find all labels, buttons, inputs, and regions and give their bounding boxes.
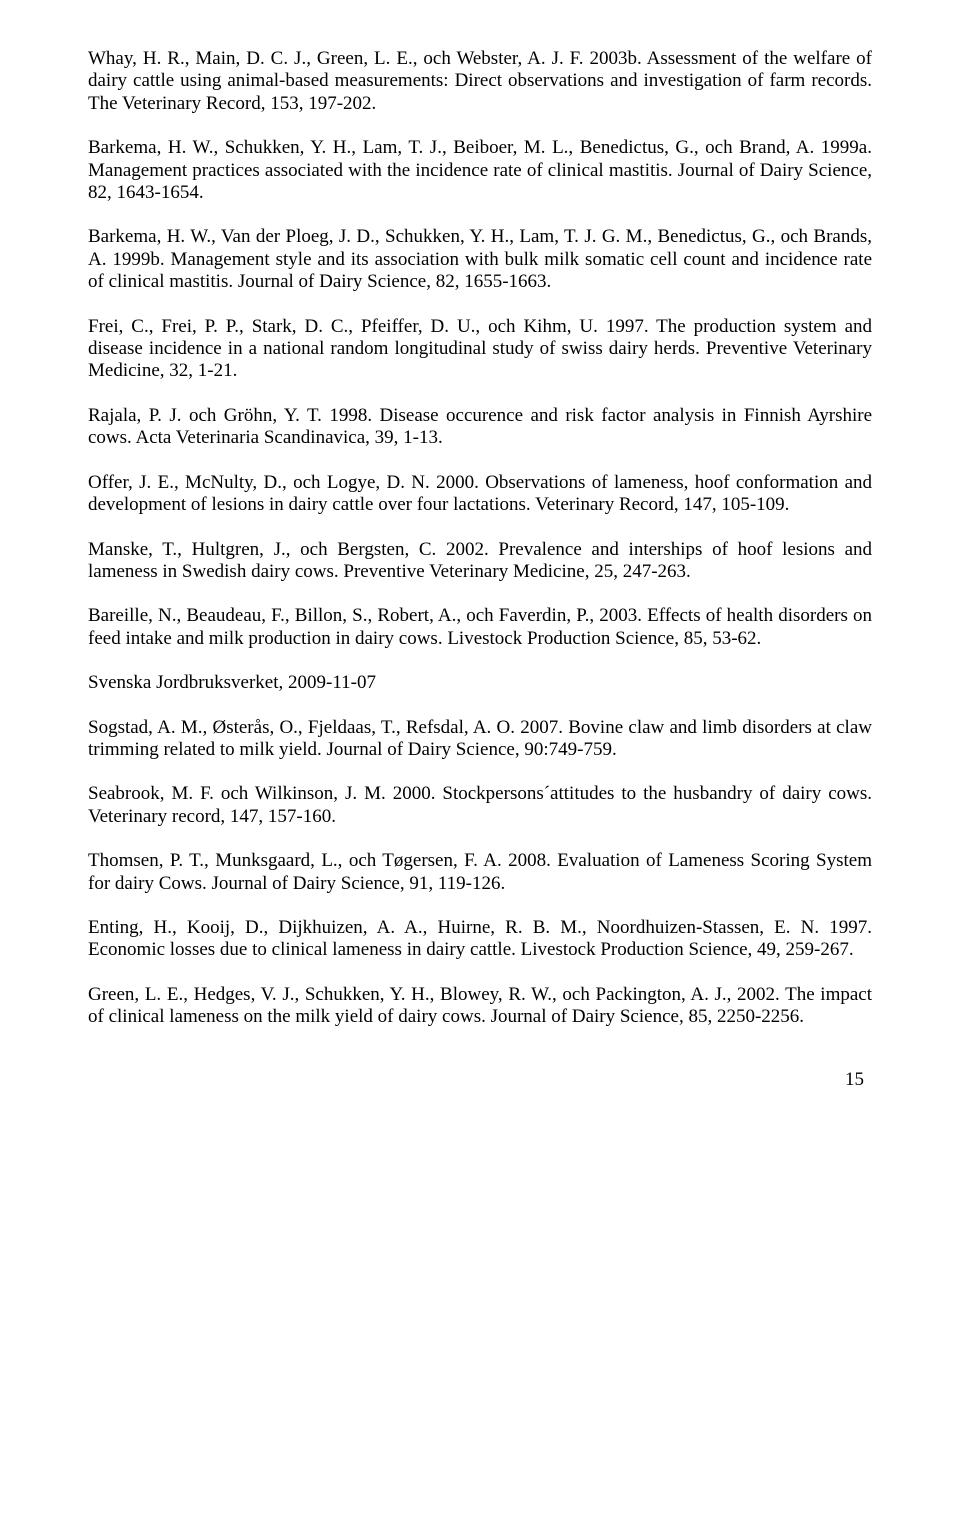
reference-entry: Barkema, H. W., Schukken, Y. H., Lam, T.… — [88, 137, 872, 204]
reference-entry: Bareille, N., Beaudeau, F., Billon, S., … — [88, 605, 872, 650]
reference-entry: Svenska Jordbruksverket, 2009-11-07 — [88, 672, 872, 694]
reference-entry: Barkema, H. W., Van der Ploeg, J. D., Sc… — [88, 226, 872, 293]
reference-entry: Whay, H. R., Main, D. C. J., Green, L. E… — [88, 48, 872, 115]
reference-entry: Sogstad, A. M., Østerås, O., Fjeldaas, T… — [88, 717, 872, 762]
reference-entry: Rajala, P. J. och Gröhn, Y. T. 1998. Dis… — [88, 405, 872, 450]
page-number: 15 — [88, 1069, 872, 1091]
reference-entry: Thomsen, P. T., Munksgaard, L., och Tøge… — [88, 850, 872, 895]
reference-entry: Manske, T., Hultgren, J., och Bergsten, … — [88, 539, 872, 584]
reference-entry: Frei, C., Frei, P. P., Stark, D. C., Pfe… — [88, 316, 872, 383]
reference-entry: Offer, J. E., McNulty, D., och Logye, D.… — [88, 472, 872, 517]
reference-entry: Seabrook, M. F. och Wilkinson, J. M. 200… — [88, 783, 872, 828]
reference-entry: Green, L. E., Hedges, V. J., Schukken, Y… — [88, 984, 872, 1029]
reference-list: Whay, H. R., Main, D. C. J., Green, L. E… — [88, 48, 872, 1029]
reference-entry: Enting, H., Kooij, D., Dijkhuizen, A. A.… — [88, 917, 872, 962]
